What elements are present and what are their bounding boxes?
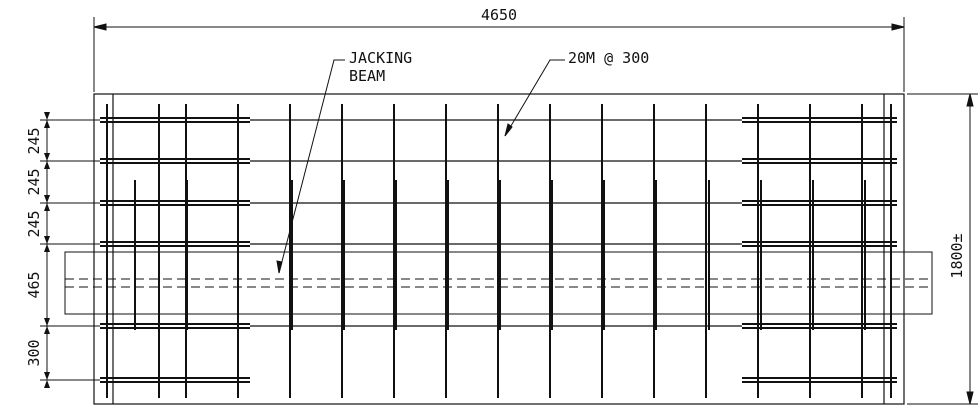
row-spacing-label-4: 465 — [25, 271, 43, 298]
dimension-arrow — [44, 244, 50, 252]
row-spacing-label-5: 300 — [25, 339, 43, 366]
dimension-arrow — [44, 203, 50, 211]
jacking-beam-note-line2: BEAM — [349, 67, 385, 85]
row-spacing-label-3: 245 — [25, 210, 43, 237]
dimension-arrow — [44, 326, 50, 334]
row-spacing-label-1: 245 — [25, 127, 43, 154]
dimension-arrow — [44, 318, 50, 326]
overall-length-dimension — [93, 17, 905, 92]
dimension-arrow — [44, 153, 50, 161]
dimension-arrow — [44, 161, 50, 169]
slab-outline — [93, 93, 905, 405]
row-spacing-label-2: 245 — [25, 168, 43, 195]
overall-width-dimension — [907, 93, 978, 405]
rebar-spacing-note: 20M @ 300 — [568, 49, 649, 67]
dimension-arrow — [44, 236, 50, 244]
overall-width-label: 1800± — [948, 233, 966, 278]
rebar-layer — [100, 104, 897, 398]
callout-leaders — [276, 59, 565, 274]
dimension-arrow — [44, 195, 50, 203]
dimension-arrow — [44, 380, 50, 388]
jacking-beam-note-line1: JACKING — [349, 49, 412, 67]
row-spacing-dimensions — [40, 112, 100, 388]
overall-length-label: 4650 — [481, 6, 517, 24]
dimension-arrow — [44, 120, 50, 128]
dimension-arrow — [44, 112, 50, 120]
dimension-arrow — [44, 372, 50, 380]
